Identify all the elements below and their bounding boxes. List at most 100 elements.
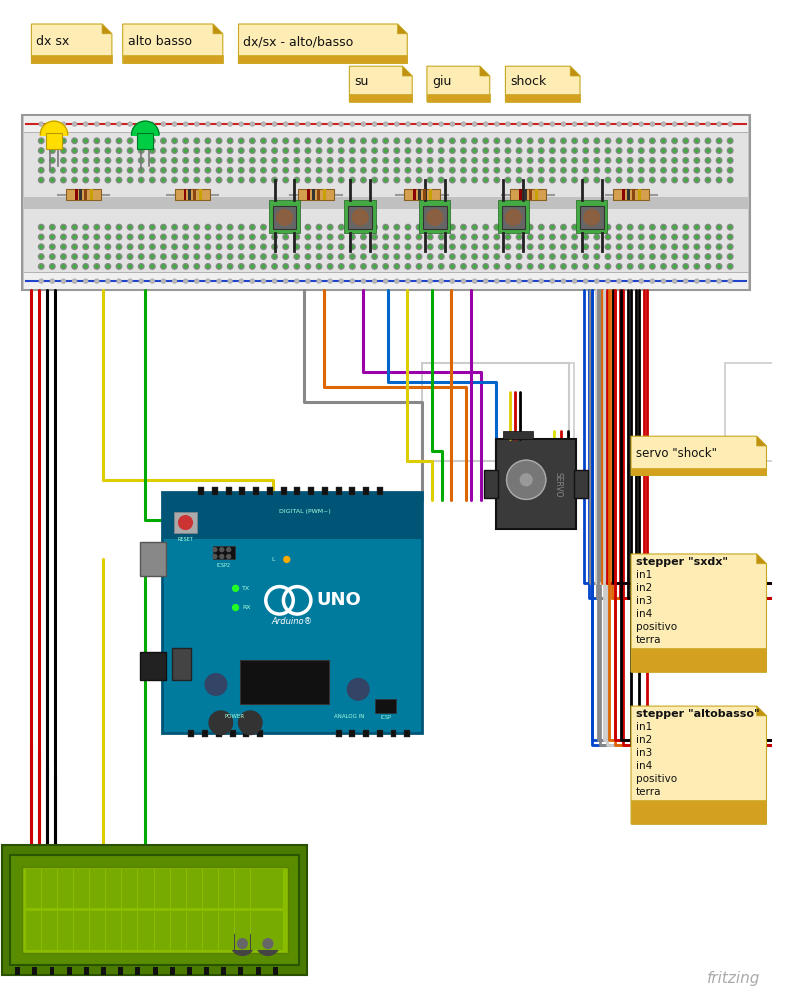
Circle shape	[229, 280, 231, 282]
Circle shape	[351, 226, 354, 229]
Circle shape	[484, 226, 487, 229]
Circle shape	[249, 264, 255, 269]
Circle shape	[451, 149, 454, 152]
Circle shape	[317, 265, 320, 268]
Circle shape	[662, 122, 666, 126]
Circle shape	[429, 139, 431, 142]
Circle shape	[217, 246, 220, 249]
Circle shape	[106, 246, 109, 249]
Circle shape	[140, 139, 142, 142]
Circle shape	[705, 244, 711, 250]
Circle shape	[595, 246, 598, 249]
Circle shape	[707, 139, 709, 142]
Circle shape	[672, 234, 678, 240]
Circle shape	[94, 279, 98, 283]
Circle shape	[128, 149, 131, 152]
Circle shape	[460, 254, 466, 260]
Circle shape	[440, 123, 442, 125]
Circle shape	[306, 279, 310, 283]
Circle shape	[273, 159, 276, 162]
Circle shape	[440, 169, 443, 172]
Circle shape	[696, 149, 698, 152]
Circle shape	[728, 122, 732, 126]
Circle shape	[73, 159, 76, 162]
Circle shape	[572, 244, 578, 250]
Circle shape	[238, 234, 244, 240]
Circle shape	[672, 254, 678, 260]
Bar	[42, 911, 57, 950]
Circle shape	[673, 122, 677, 126]
Circle shape	[128, 169, 131, 172]
Circle shape	[284, 122, 288, 126]
Circle shape	[718, 179, 721, 182]
Circle shape	[707, 123, 709, 125]
Circle shape	[705, 168, 711, 173]
Circle shape	[639, 122, 643, 126]
Circle shape	[329, 280, 331, 282]
Circle shape	[105, 234, 111, 240]
Circle shape	[272, 158, 277, 163]
Circle shape	[216, 168, 222, 173]
Circle shape	[151, 159, 153, 162]
Circle shape	[273, 255, 276, 258]
Circle shape	[516, 177, 522, 183]
Circle shape	[507, 255, 509, 258]
Circle shape	[616, 138, 622, 144]
Circle shape	[274, 280, 275, 282]
Circle shape	[473, 139, 476, 142]
Circle shape	[427, 234, 433, 240]
Circle shape	[227, 264, 233, 269]
Circle shape	[40, 123, 42, 125]
Circle shape	[629, 265, 632, 268]
Circle shape	[285, 280, 286, 282]
Circle shape	[707, 226, 709, 229]
Circle shape	[449, 168, 455, 173]
Circle shape	[107, 123, 109, 125]
Circle shape	[40, 246, 42, 249]
Circle shape	[584, 210, 600, 225]
Polygon shape	[397, 24, 408, 34]
Polygon shape	[427, 66, 490, 102]
Circle shape	[206, 159, 209, 162]
Circle shape	[194, 168, 200, 173]
Circle shape	[263, 280, 264, 282]
Circle shape	[62, 265, 65, 268]
Circle shape	[340, 236, 342, 239]
Circle shape	[205, 138, 211, 144]
Circle shape	[363, 123, 364, 125]
Circle shape	[627, 168, 633, 173]
Circle shape	[384, 246, 387, 249]
Text: terra: terra	[636, 634, 661, 644]
Circle shape	[661, 264, 667, 269]
Circle shape	[117, 255, 120, 258]
Circle shape	[661, 234, 667, 240]
Circle shape	[672, 225, 678, 230]
Circle shape	[217, 279, 221, 283]
Circle shape	[484, 255, 487, 258]
Circle shape	[195, 169, 198, 172]
Circle shape	[616, 254, 622, 260]
Bar	[194, 189, 196, 200]
Circle shape	[371, 225, 377, 230]
Circle shape	[117, 236, 120, 239]
Circle shape	[438, 264, 444, 269]
Bar	[230, 729, 235, 737]
Circle shape	[552, 123, 553, 125]
Circle shape	[40, 255, 42, 258]
Circle shape	[306, 246, 309, 249]
Circle shape	[674, 280, 675, 282]
Circle shape	[161, 177, 166, 183]
Circle shape	[173, 255, 176, 258]
Circle shape	[429, 149, 431, 152]
Circle shape	[317, 122, 321, 126]
Circle shape	[418, 246, 420, 249]
Circle shape	[161, 254, 166, 260]
Bar	[281, 488, 286, 496]
Circle shape	[406, 265, 409, 268]
Circle shape	[673, 169, 676, 172]
Circle shape	[605, 177, 611, 183]
Circle shape	[140, 123, 142, 125]
Text: in1: in1	[636, 722, 652, 732]
Polygon shape	[505, 66, 580, 102]
Circle shape	[716, 234, 722, 240]
